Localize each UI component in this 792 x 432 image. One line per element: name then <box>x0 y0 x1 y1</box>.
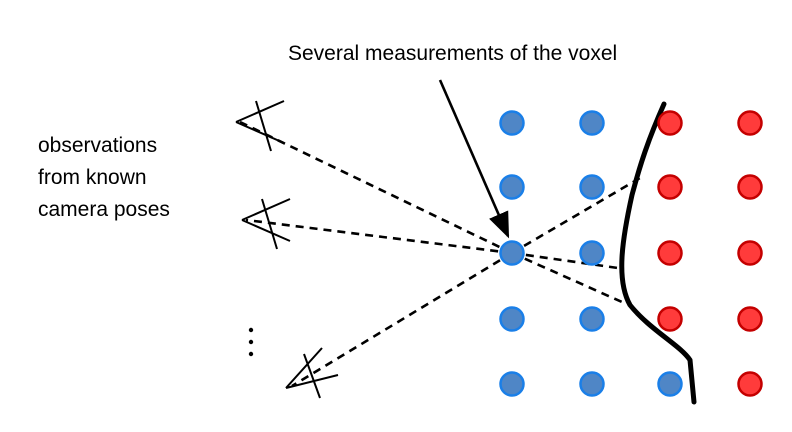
camera-icon <box>235 100 285 152</box>
side-label-line-2: from known <box>38 166 147 189</box>
free-voxel <box>499 371 525 397</box>
side-label-line-3: camera poses <box>38 198 170 221</box>
free-voxel <box>579 174 605 200</box>
occupied-voxel <box>737 174 763 200</box>
ray-ext-3 <box>511 251 623 304</box>
occupied-voxel <box>657 174 683 200</box>
dashed-rays <box>239 120 641 388</box>
occupied-voxel <box>657 240 683 266</box>
free-voxel <box>499 174 525 200</box>
occupied-voxel <box>657 306 683 332</box>
annotation-arrow <box>438 79 510 239</box>
ray-to-middle-camera <box>245 218 513 255</box>
free-voxel <box>579 371 605 397</box>
free-voxel <box>499 110 525 136</box>
side-label-line-1: observations <box>38 134 158 157</box>
surface-curve <box>619 101 697 405</box>
occupied-voxel <box>737 371 763 397</box>
ray-ext-1 <box>511 176 641 255</box>
free-voxel <box>579 240 605 266</box>
camera-icon <box>241 198 291 250</box>
camera-icon <box>285 347 339 399</box>
ray-to-bottom-camera <box>291 251 513 388</box>
voxel-grid <box>499 110 763 397</box>
ray-ext-2 <box>511 251 619 270</box>
occupied-voxel <box>737 306 763 332</box>
occupied-voxel <box>737 110 763 136</box>
free-voxel <box>579 306 605 332</box>
free-voxel <box>657 371 683 397</box>
occupied-voxel <box>737 240 763 266</box>
vertical-ellipsis-icon <box>248 327 254 357</box>
free-voxel <box>579 110 605 136</box>
occupied-voxel <box>657 110 683 136</box>
free-voxel <box>499 240 525 266</box>
free-voxel <box>499 306 525 332</box>
annotation-label: Several measurements of the voxel <box>288 42 618 65</box>
